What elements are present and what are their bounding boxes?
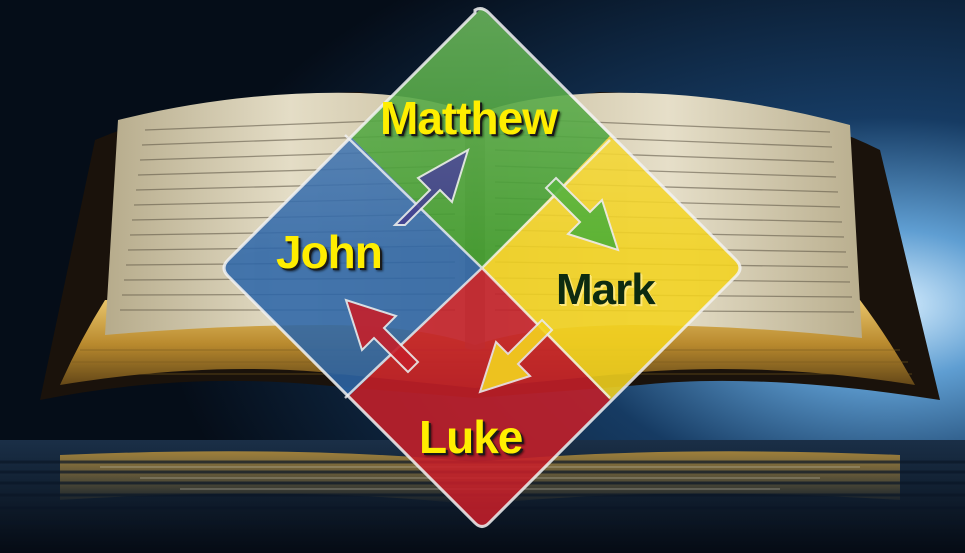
- label-john: John: [276, 226, 383, 278]
- label-matthew: Matthew: [380, 92, 558, 144]
- arrow-mark-to-luke: [478, 318, 554, 394]
- label-mark: Mark: [556, 265, 656, 314]
- arrow-luke-to-john: [344, 298, 420, 374]
- label-luke: Luke: [419, 411, 523, 463]
